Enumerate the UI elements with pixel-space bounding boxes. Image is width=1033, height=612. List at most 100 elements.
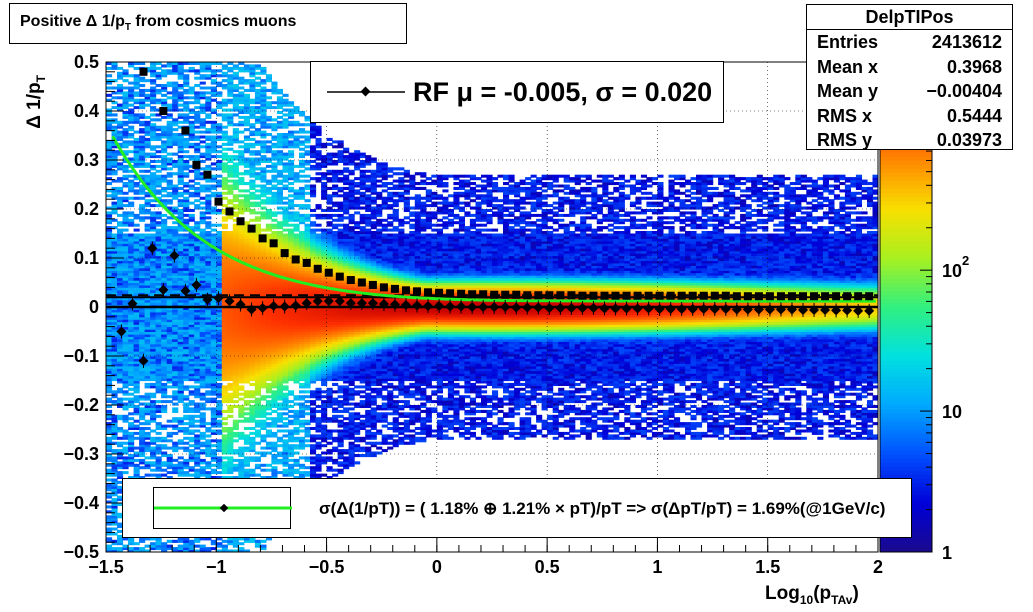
heat-cell <box>194 299 201 303</box>
heat-cell <box>243 270 250 274</box>
heat-cell <box>111 338 118 342</box>
heat-cell <box>205 91 212 95</box>
heat-cell <box>128 245 135 249</box>
heat-cell <box>249 370 256 374</box>
heat-cell <box>133 145 140 149</box>
heat-cell <box>260 382 267 386</box>
heat-cell <box>144 370 151 374</box>
heat-cell <box>194 245 201 249</box>
heat-cell <box>276 343 283 347</box>
heat-cell <box>117 96 124 100</box>
heat-cell <box>128 547 135 551</box>
heat-cell <box>177 547 184 551</box>
heat-cell <box>227 74 234 78</box>
heat-cell <box>249 115 256 119</box>
heat-cell <box>128 135 135 139</box>
heat-cell <box>144 444 151 448</box>
heat-cell <box>249 172 256 176</box>
heat-cell <box>221 375 228 379</box>
heat-cell <box>249 331 256 335</box>
heat-cell <box>172 226 179 230</box>
heat-cell <box>111 500 118 504</box>
heat-cell <box>265 336 272 340</box>
heat-cell <box>117 282 124 286</box>
heat-cell <box>106 272 113 276</box>
heat-cell <box>271 135 278 139</box>
heat-cell <box>232 368 239 372</box>
heat-cell <box>155 324 162 328</box>
heat-cell <box>177 74 184 78</box>
heat-cell <box>243 331 250 335</box>
heat-cell <box>249 160 256 163</box>
heat-cell <box>254 419 261 423</box>
heat-cell <box>199 76 206 80</box>
heat-cell <box>194 91 201 95</box>
heat-cell <box>183 106 190 110</box>
heat-cell <box>276 179 283 183</box>
heat-cell <box>282 118 289 122</box>
heat-cell <box>150 287 157 291</box>
heat-cell <box>249 324 256 328</box>
heat-cell <box>194 157 201 161</box>
heat-cell <box>276 284 283 288</box>
heat-cell <box>276 458 283 462</box>
heat-cell <box>249 539 256 543</box>
heat-cell <box>183 387 190 391</box>
heat-cell <box>111 378 118 382</box>
heat-cell <box>150 439 157 443</box>
heat-cell <box>133 373 140 377</box>
heat-cell <box>288 466 295 470</box>
heat-cell <box>227 245 234 249</box>
heat-cell <box>194 549 201 552</box>
heat-cell <box>199 125 206 129</box>
heat-cell <box>111 414 118 418</box>
heat-cell <box>249 248 256 252</box>
heat-cell <box>243 111 250 114</box>
heat-cell <box>276 262 283 266</box>
heat-cell <box>122 324 129 328</box>
heat-cell <box>205 446 212 450</box>
heat-cell <box>133 81 140 85</box>
heat-cell <box>282 368 289 372</box>
heat-cell <box>128 250 135 254</box>
heat-cell <box>194 346 201 350</box>
heat-cell <box>210 370 217 374</box>
heat-cell <box>276 235 283 239</box>
heat-cell <box>139 113 146 117</box>
heat-cell <box>122 228 129 232</box>
heat-cell <box>199 135 206 139</box>
heat-cell <box>260 186 267 190</box>
heat-cell <box>216 287 223 291</box>
heat-cell <box>205 473 212 477</box>
heat-cell <box>188 155 195 159</box>
heat-cell <box>194 253 201 257</box>
heat-cell <box>216 321 223 325</box>
heat-cell <box>221 539 228 543</box>
heat-cell <box>161 130 168 134</box>
heat-cell <box>282 135 289 139</box>
heat-cell <box>161 544 168 548</box>
heat-cell <box>150 302 157 306</box>
heat-cell <box>139 277 146 281</box>
heat-cell <box>232 351 239 355</box>
heat-cell <box>265 140 272 144</box>
heat-cell <box>232 194 239 198</box>
heat-cell <box>161 270 168 274</box>
heat-cell <box>177 417 184 421</box>
heat-cell <box>183 356 190 359</box>
heat-cell <box>172 397 179 401</box>
heat-cell <box>254 265 261 269</box>
heat-cell <box>139 255 146 259</box>
heat-cell <box>106 429 113 433</box>
heat-cell <box>172 164 179 168</box>
heat-cell <box>260 412 267 416</box>
heat-cell <box>221 387 228 391</box>
heat-cell <box>288 282 295 286</box>
heat-cell <box>205 466 212 470</box>
heat-cell <box>117 120 124 124</box>
heat-cell <box>288 392 295 396</box>
heat-cell <box>238 258 245 262</box>
heat-cell <box>183 309 190 313</box>
heat-cell <box>166 250 173 254</box>
heat-cell <box>177 302 184 306</box>
